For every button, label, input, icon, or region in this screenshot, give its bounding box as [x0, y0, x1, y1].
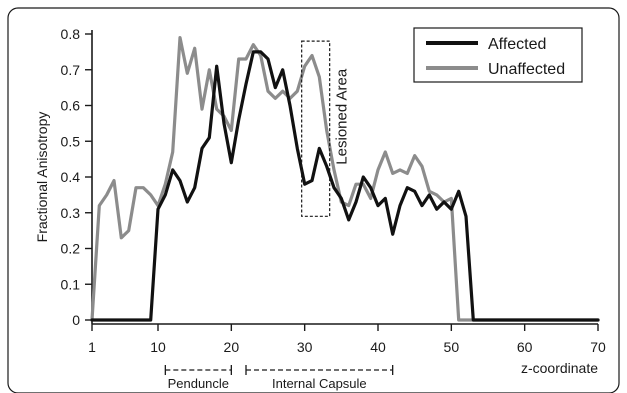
y-tick-label: 0.1	[61, 276, 81, 292]
y-tick-label: 0.4	[61, 169, 81, 185]
y-axis-title: Fractional Anisotropy	[34, 112, 50, 243]
lesioned-area-annotation: Lesioned Area	[301, 40, 351, 217]
x-axis-ticks: 1 10 20 30 40 50 60 70	[88, 324, 606, 355]
x-tick-label: 50	[444, 339, 460, 355]
legend-label-unaffected: Unaffected	[488, 61, 565, 78]
lesioned-area-label: Lesioned Area	[334, 68, 351, 165]
legend-label-affected: Affected	[488, 36, 546, 53]
y-tick-label: 0.3	[61, 205, 81, 221]
y-tick-label: 0.7	[61, 62, 81, 78]
series-line-affected	[90, 50, 600, 322]
region-label-penduncle: Penduncle	[168, 376, 229, 391]
y-tick-label: 0.5	[61, 133, 81, 149]
x-tick-label: 10	[150, 339, 166, 355]
y-tick-label: 0.2	[61, 241, 81, 257]
series-layer	[90, 35, 600, 322]
y-tick-label: 0.8	[61, 26, 81, 42]
x-tick-label: 30	[297, 339, 313, 355]
x-tick-label: 40	[370, 339, 386, 355]
y-tick-label: 0.6	[61, 98, 81, 114]
y-tick-label: 0	[72, 312, 80, 328]
region-label-internal-capsule: Internal Capsule	[272, 376, 367, 391]
figure-frame	[7, 7, 620, 393]
legend: Affected Unaffected	[413, 27, 583, 83]
legend-box	[413, 27, 583, 83]
region-brackets: Penduncle Internal Capsule	[164, 365, 394, 391]
x-tick-label: 70	[590, 339, 606, 355]
lesioned-area-box	[301, 40, 331, 217]
x-axis-title: z-coordinate	[521, 360, 598, 376]
x-tick-label: 60	[517, 339, 533, 355]
x-tick-label: 1	[88, 339, 96, 355]
y-axis-ticks: 0 0.1 0.2 0.3 0.4 0.5 0.6 0.7 0.8	[61, 26, 92, 328]
x-tick-label: 20	[224, 339, 240, 355]
